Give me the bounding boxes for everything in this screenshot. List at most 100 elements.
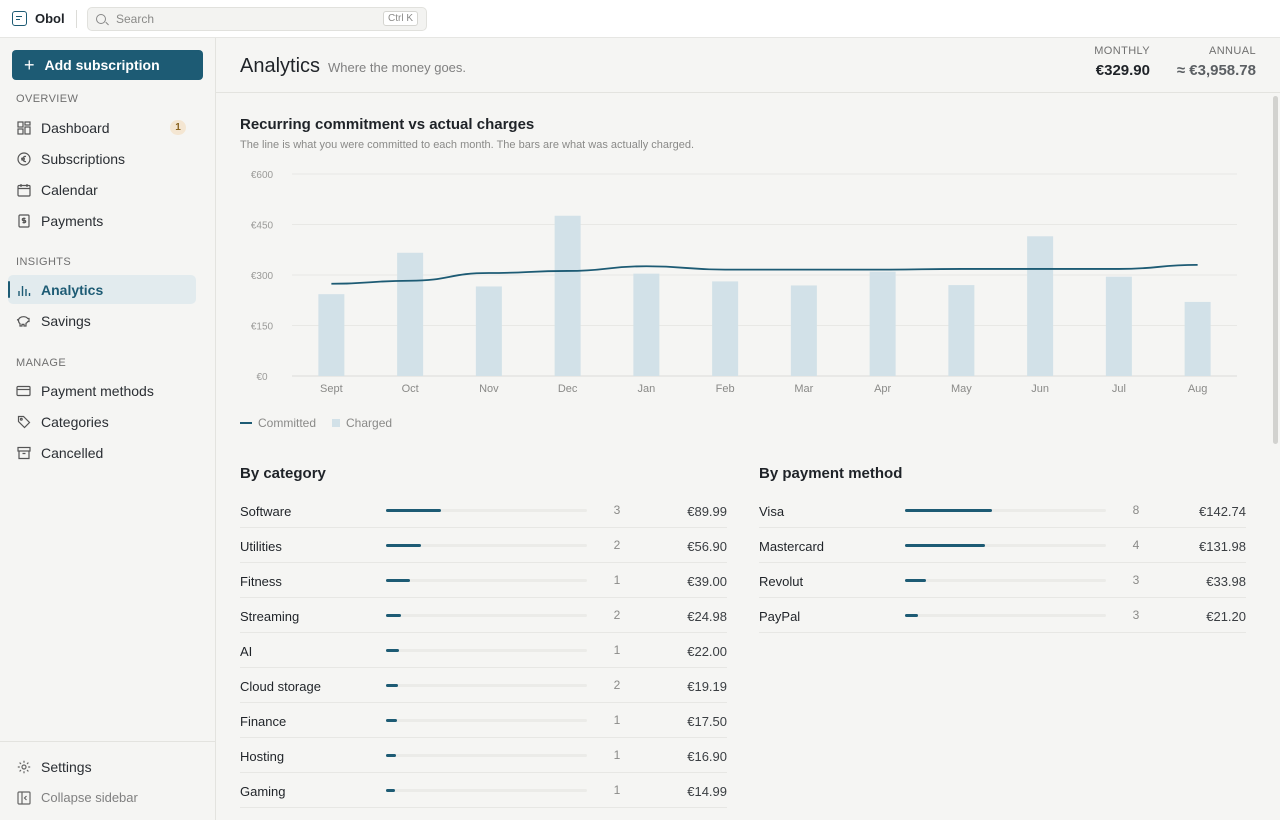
- share-bar-fill: [905, 614, 918, 617]
- share-bar: [386, 509, 587, 512]
- archive-icon: [16, 445, 31, 460]
- row-amount: €39.00: [687, 574, 727, 589]
- row-count: 4: [1132, 538, 1140, 552]
- table-row[interactable]: Utilities 2 €56.90: [240, 528, 727, 563]
- table-row[interactable]: Visa 8 €142.74: [759, 493, 1246, 528]
- collapse-sidebar-label: Collapse sidebar: [41, 790, 138, 805]
- search-input[interactable]: Search Ctrl K: [87, 6, 427, 31]
- commitment-chart: €0 €150 €300 €450 €600 Sept Oct Nov Dec Jan Feb Mar…: [251, 170, 1237, 395]
- line-committed: [331, 264, 1198, 285]
- add-subscription-label: Add subscription: [44, 57, 160, 73]
- table-row[interactable]: Streaming 2 €24.98: [240, 598, 727, 633]
- row-amount: €17.50: [687, 714, 727, 729]
- scrollbar[interactable]: [1273, 96, 1278, 444]
- calendar-icon: [16, 182, 31, 197]
- share-bar-fill: [905, 509, 993, 512]
- row-name: Hosting: [240, 749, 285, 764]
- sidebar-item-payment-methods[interactable]: Payment methods: [8, 376, 196, 405]
- row-count: 1: [613, 643, 621, 657]
- table-row[interactable]: Fitness 1 €39.00: [240, 563, 727, 598]
- row-amount: €21.20: [1206, 609, 1246, 624]
- y-tick-label: €300: [251, 271, 274, 282]
- bar-charged[interactable]: [1184, 301, 1211, 376]
- x-tick-label: Dec: [558, 383, 578, 395]
- x-tick-label: Apr: [874, 383, 891, 395]
- table-row[interactable]: Cloud storage 2 €19.19: [240, 668, 727, 703]
- bar-charged[interactable]: [790, 285, 817, 376]
- x-tick-label: Mar: [794, 383, 813, 395]
- legend-charged-swatch: [332, 419, 341, 427]
- y-tick-label: €150: [251, 322, 274, 333]
- row-count: 3: [613, 503, 621, 517]
- sidebar-item-label: Analytics: [41, 281, 104, 298]
- bar-charged[interactable]: [869, 271, 896, 376]
- y-tick-label: €600: [251, 170, 274, 181]
- y-tick-label: €450: [251, 221, 274, 232]
- sidebar-item-label: Savings: [41, 312, 91, 329]
- sidebar-item-label: Cancelled: [41, 444, 104, 461]
- x-tick-label: Jun: [1031, 383, 1049, 395]
- row-amount: €142.74: [1199, 504, 1246, 519]
- chart-legend: Committed Charged: [240, 416, 392, 430]
- annual-stat: ANNUAL ≈ €3,958.78: [1177, 45, 1256, 79]
- annual-value: ≈ €3,958.78: [1176, 62, 1256, 79]
- sidebar-item-label: Payments: [41, 212, 104, 229]
- x-tick-label: May: [951, 383, 972, 395]
- sidebar-item-categories[interactable]: Categories: [8, 407, 196, 436]
- monthly-stat: MONTHLY €329.90: [1094, 45, 1150, 79]
- row-name: PayPal: [759, 609, 801, 624]
- row-name: Gaming: [240, 784, 286, 799]
- bar-charged[interactable]: [397, 252, 424, 376]
- sidebar-item-payments[interactable]: Payments: [8, 206, 196, 235]
- credit-card-icon: [16, 383, 31, 398]
- bar-charged[interactable]: [554, 215, 581, 376]
- brand[interactable]: Obol: [0, 0, 76, 37]
- table-row[interactable]: AI 1 €22.00: [240, 633, 727, 668]
- table-row[interactable]: Gaming 1 €14.99: [240, 773, 727, 808]
- row-count: 3: [1132, 608, 1140, 622]
- add-subscription-button[interactable]: + Add subscription: [12, 50, 203, 80]
- row-name: Fitness: [240, 574, 282, 589]
- share-bar-fill: [905, 544, 986, 547]
- sidebar-item-subscriptions[interactable]: Subscriptions: [8, 144, 196, 173]
- collapse-sidebar-button[interactable]: Collapse sidebar: [16, 790, 138, 805]
- section-label-insights: INSIGHTS: [16, 256, 72, 268]
- share-bar-fill: [386, 789, 396, 792]
- settings-link[interactable]: Settings: [16, 759, 92, 775]
- sidebar-item-dashboard[interactable]: Dashboard 1: [8, 113, 196, 142]
- legend-committed-label: Committed: [258, 416, 317, 430]
- sidebar-item-analytics[interactable]: Analytics: [8, 275, 196, 304]
- y-tick-label: €0: [256, 372, 268, 383]
- table-row[interactable]: PayPal 3 €21.20: [759, 598, 1246, 633]
- sidebar-item-savings[interactable]: Savings: [8, 306, 196, 335]
- bar-charged[interactable]: [948, 285, 975, 376]
- share-bar: [386, 754, 587, 757]
- chart-subtitle: The line is what you were committed to e…: [240, 139, 695, 151]
- gear-icon: [16, 760, 31, 775]
- share-bar: [386, 649, 587, 652]
- row-count: 1: [613, 713, 621, 727]
- bar-charged[interactable]: [318, 294, 345, 376]
- bar-charged[interactable]: [633, 273, 660, 376]
- bar-charged[interactable]: [475, 286, 502, 376]
- bar-chart-icon: [16, 282, 31, 297]
- bar-charged[interactable]: [712, 281, 739, 376]
- divider: [76, 9, 77, 28]
- bar-charged[interactable]: [1105, 276, 1132, 376]
- table-row[interactable]: Revolut 3 €33.98: [759, 563, 1246, 598]
- table-row[interactable]: Software 3 €89.99: [240, 493, 727, 528]
- bar-charged[interactable]: [1027, 236, 1054, 376]
- table-row[interactable]: Mastercard 4 €131.98: [759, 528, 1246, 563]
- x-tick-label: Aug: [1188, 383, 1208, 395]
- app-name: Obol: [35, 11, 65, 26]
- sidebar-item-cancelled[interactable]: Cancelled: [8, 438, 196, 467]
- sidebar: + Add subscription OVERVIEW Dashboard 1 …: [0, 38, 216, 820]
- table-row[interactable]: Hosting 1 €16.90: [240, 738, 727, 773]
- table-row[interactable]: Finance 1 €17.50: [240, 703, 727, 738]
- share-bar: [386, 614, 587, 617]
- sidebar-item-calendar[interactable]: Calendar: [8, 175, 196, 204]
- page-subtitle: Where the money goes.: [328, 60, 467, 75]
- row-name: Cloud storage: [240, 679, 321, 694]
- row-amount: €16.90: [687, 749, 727, 764]
- share-bar: [386, 684, 587, 687]
